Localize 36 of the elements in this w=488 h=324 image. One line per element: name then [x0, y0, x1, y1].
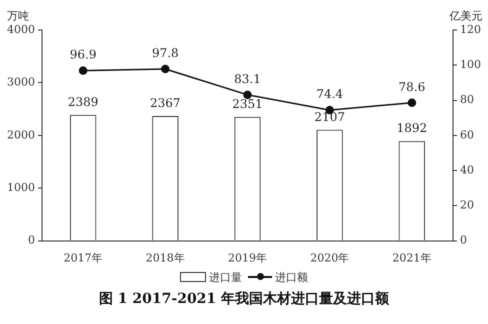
data-label: 96.9 [70, 48, 96, 62]
y-tick-label: 1000 [6, 180, 35, 194]
point [161, 64, 170, 74]
x-tick-label: 2018年 [146, 251, 185, 264]
y2-tick-label: 40 [460, 163, 474, 176]
y2-tick-label: 80 [460, 93, 474, 106]
point [78, 66, 88, 75]
y-tick-label: 2000 [6, 128, 35, 142]
data-label: 2367 [150, 96, 181, 110]
data-label: 2389 [68, 95, 98, 110]
data-label: 1892 [396, 121, 428, 136]
y2-tick-label: 120 [460, 22, 482, 36]
x-tick-label: 2020年 [310, 251, 350, 264]
y2-axis-title: 亿美元 [448, 9, 482, 22]
point [408, 98, 416, 107]
point [243, 90, 252, 100]
y-tick-label: 0 [28, 234, 35, 247]
y-axis-title: 万吨 [7, 9, 29, 22]
data-label: 83.1 [234, 72, 261, 86]
y2-tick-label: 0 [460, 234, 468, 247]
y-tick-label: 4000 [6, 22, 35, 36]
data-label: 2351 [232, 97, 263, 112]
data-label: 74.4 [316, 87, 344, 102]
text: 进口量 [208, 270, 242, 284]
text: 图 1 2017-2021 年我国木材进口量及进口额 [98, 290, 390, 308]
data-label: 97.8 [152, 46, 179, 60]
y-tick-label: 3000 [6, 76, 35, 89]
y2-tick-label: 60 [460, 128, 474, 142]
y2-tick-label: 20 [460, 198, 474, 212]
y2-tick-label: 100 [460, 58, 482, 71]
x-tick-label: 2021年 [392, 251, 432, 264]
legend-label: 进口额 [274, 270, 308, 284]
data-label: 78.6 [398, 80, 426, 94]
data-label: 2107 [314, 110, 345, 124]
x-tick-label: 2017年 [64, 251, 103, 264]
x-tick-label: 2019年 [228, 251, 267, 264]
